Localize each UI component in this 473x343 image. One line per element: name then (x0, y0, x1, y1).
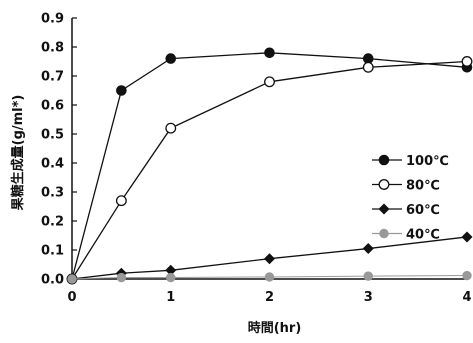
y-tick-label: 0.3 (41, 186, 64, 201)
data-point (264, 272, 275, 282)
y-tick-label: 0.1 (41, 244, 64, 259)
series-line (71, 236, 468, 280)
x-axis-title: 時間(hr) (248, 320, 302, 336)
legend-item: 60℃ (372, 203, 440, 218)
legend-item: 40℃ (372, 228, 440, 243)
y-tick-label: 0.8 (41, 41, 64, 56)
legend-label: 100℃ (406, 154, 449, 169)
data-point (264, 47, 275, 59)
data-point (362, 61, 374, 73)
series-line (71, 52, 468, 280)
series (66, 47, 473, 285)
data-point (363, 271, 373, 281)
y-tick-label: 0.7 (41, 70, 64, 85)
y-tick-label: 0.0 (41, 273, 64, 288)
data-point (116, 272, 127, 283)
x-tick-label: 1 (166, 290, 175, 305)
y-tick-label: 0.9 (41, 12, 64, 27)
legend-label: 40℃ (406, 228, 440, 243)
y-tick-label: 0.2 (41, 215, 64, 230)
y-tick-label: 0.6 (41, 99, 64, 114)
series-line (71, 275, 468, 280)
legend-marker (378, 154, 390, 166)
legend-label: 80℃ (406, 179, 440, 194)
data-point (461, 56, 473, 67)
data-point (461, 231, 473, 243)
data-point (462, 270, 472, 281)
legend-marker (378, 203, 390, 215)
x-tick-label: 4 (462, 290, 471, 305)
x-tick-label: 0 (67, 290, 76, 305)
data-point (67, 274, 77, 284)
data-point (264, 253, 275, 265)
y-tick-label: 0.5 (41, 128, 64, 143)
data-point (165, 264, 177, 276)
series-3 (67, 270, 472, 284)
data-point (116, 85, 127, 96)
data-point (166, 272, 176, 283)
data-point (362, 243, 374, 255)
legend: 100℃ 80℃ 60℃ 40℃ (372, 154, 449, 243)
data-point (115, 195, 127, 207)
data-point (165, 122, 177, 134)
series-1 (66, 56, 473, 285)
legend-label: 60℃ (406, 203, 440, 218)
legend-marker (379, 228, 389, 239)
series-line (71, 60, 468, 280)
data-point (264, 76, 275, 88)
x-tick-label: 2 (265, 290, 274, 305)
y-axis-title: 果糖生成量(g/ml*) (10, 95, 26, 212)
ticks: 0.0 0.1 0.2 0.3 0.4 0.5 0.6 0.7 0.8 0.9 0 1 2 3 4 (41, 12, 472, 306)
data-point (165, 53, 177, 64)
x-tick-label: 3 (364, 290, 373, 305)
y-tick-label: 0.4 (41, 157, 64, 172)
legend-item: 80℃ (372, 179, 440, 194)
legend-marker (378, 179, 390, 190)
legend-item: 100℃ (372, 154, 449, 169)
